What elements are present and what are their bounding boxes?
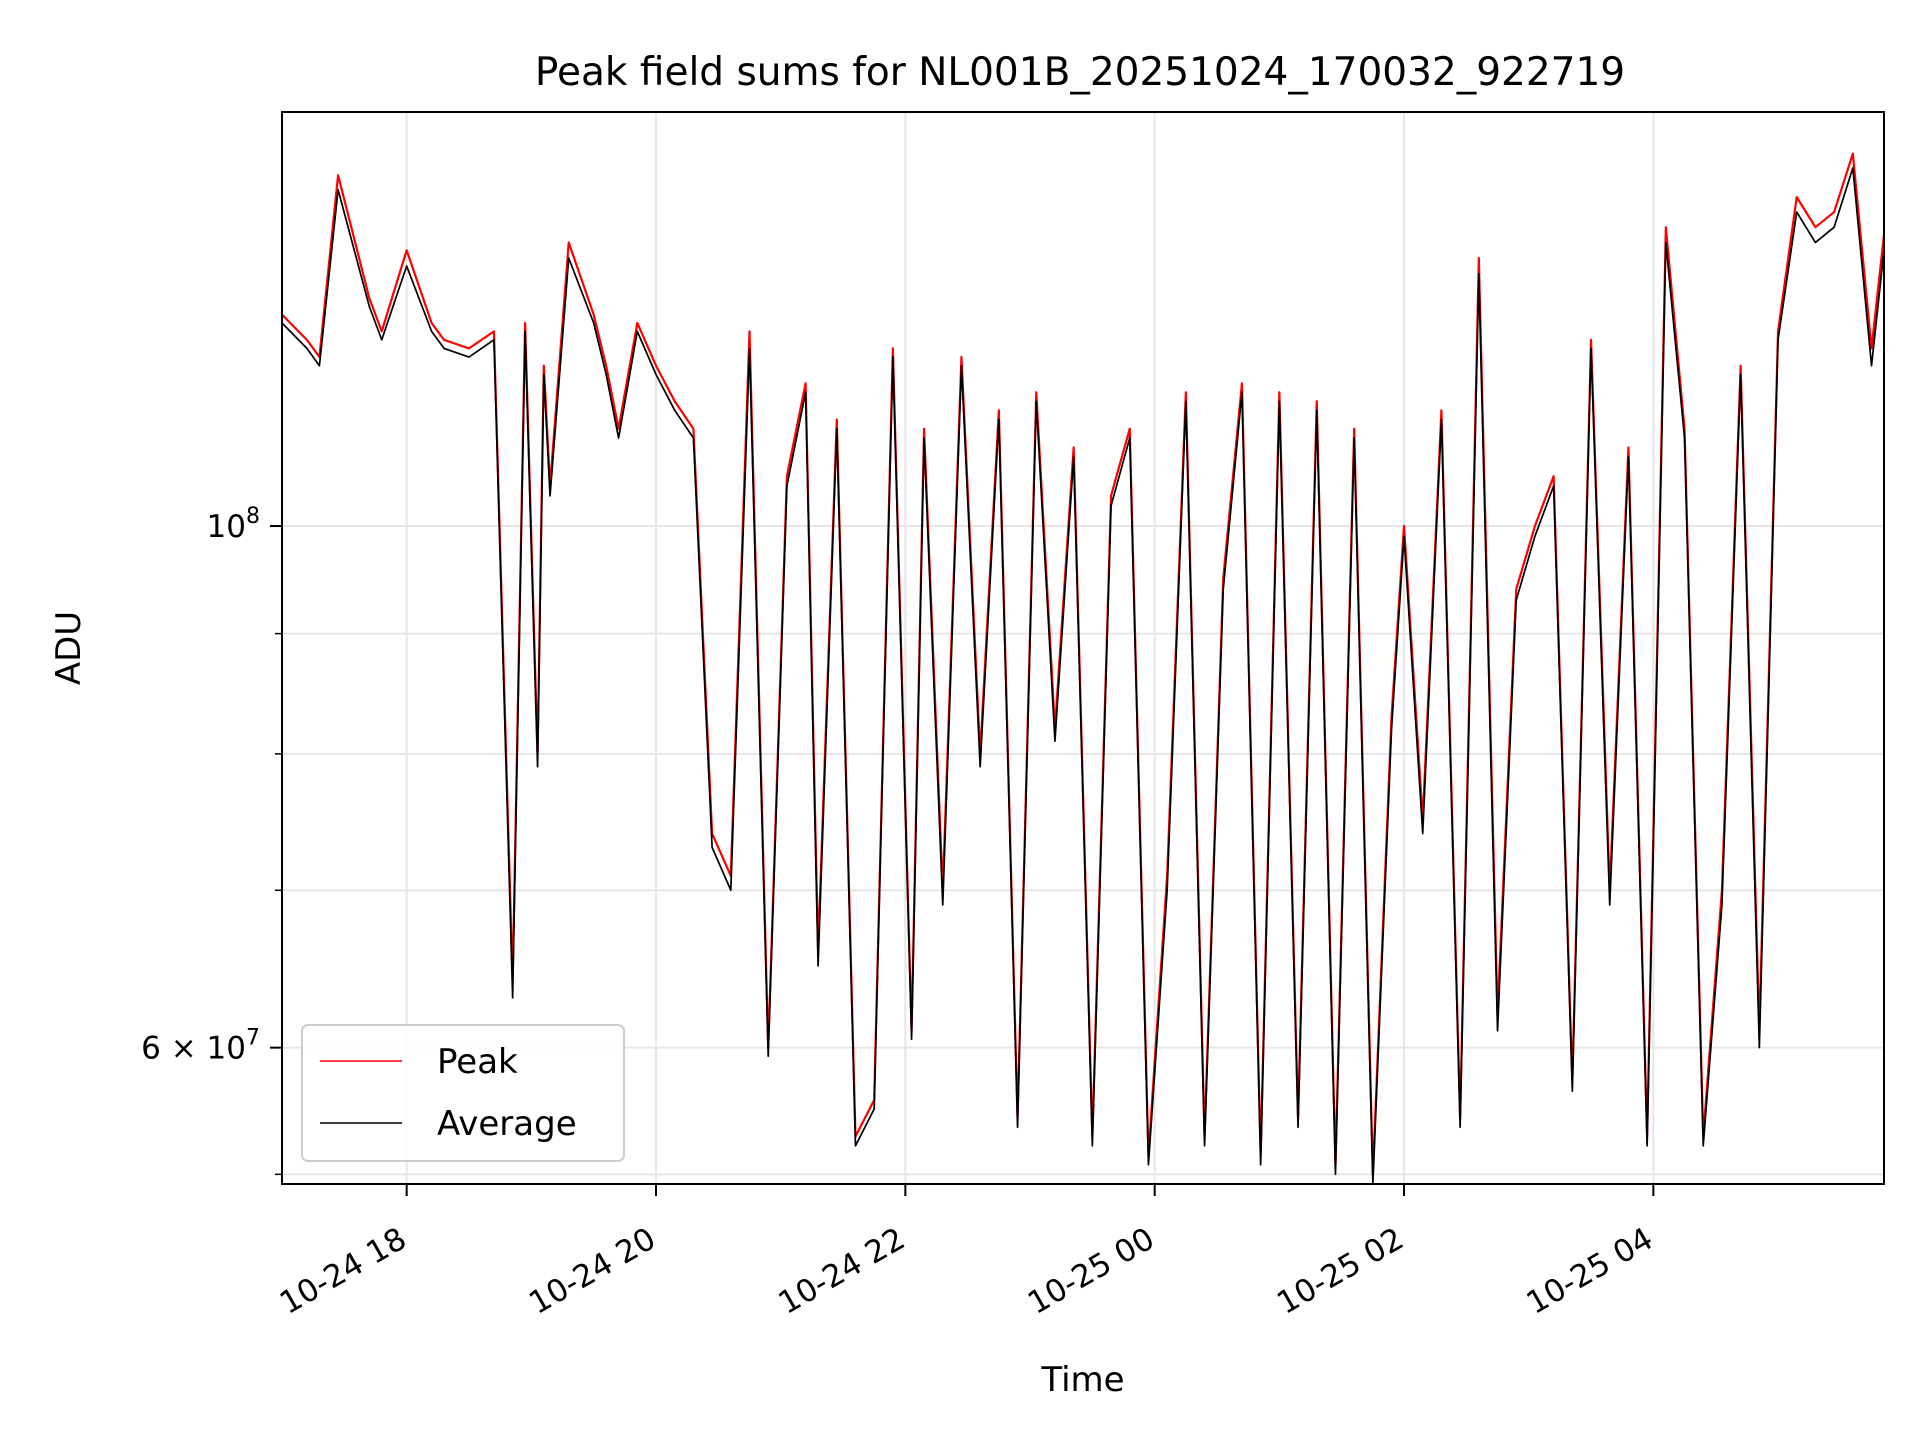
y-tick-label: 6 × 107 [141, 1026, 260, 1067]
legend-box [301, 1024, 625, 1162]
plot-frame [281, 111, 1885, 1185]
y-axis-label: ADU [49, 611, 89, 685]
series-layer [281, 152, 1886, 1185]
average-series-line [281, 167, 1885, 1185]
chart-title: Peak field sums for NL001B_20251024_1700… [535, 50, 1625, 95]
y-tick-label: 108 [207, 504, 260, 545]
legend: Peak Average [301, 1024, 625, 1162]
legend-average-label: Average [437, 1104, 577, 1144]
legend-peak-label: Peak [437, 1042, 518, 1082]
x-axis-label: Time [1040, 1360, 1124, 1400]
